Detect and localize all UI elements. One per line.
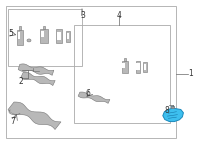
Bar — [124, 57, 126, 61]
Text: 2: 2 — [19, 77, 23, 86]
Bar — [171, 106, 174, 108]
Text: 6: 6 — [86, 89, 90, 98]
Text: 7: 7 — [11, 117, 15, 126]
Bar — [136, 61, 140, 73]
Bar — [56, 29, 62, 43]
Circle shape — [27, 39, 31, 42]
Bar — [41, 31, 44, 37]
Bar — [122, 61, 128, 73]
Bar — [67, 33, 69, 39]
Bar — [122, 62, 125, 68]
Text: 5: 5 — [9, 29, 13, 38]
Bar — [40, 29, 48, 43]
Bar — [66, 31, 70, 41]
Bar — [136, 63, 140, 70]
Bar — [57, 32, 61, 40]
Bar — [17, 30, 23, 45]
Text: 1: 1 — [189, 69, 193, 78]
Bar — [74, 25, 170, 123]
Text: 8: 8 — [165, 106, 169, 116]
Polygon shape — [8, 102, 61, 130]
Text: 3: 3 — [81, 11, 85, 20]
Bar — [144, 64, 146, 70]
Polygon shape — [21, 72, 55, 86]
Bar — [8, 9, 82, 66]
Polygon shape — [78, 92, 110, 103]
Bar — [19, 26, 21, 30]
Text: 4: 4 — [117, 11, 121, 20]
Bar — [6, 6, 176, 138]
Bar — [43, 26, 45, 29]
Bar — [143, 62, 147, 72]
Polygon shape — [163, 106, 183, 122]
Bar — [18, 32, 20, 39]
Polygon shape — [18, 64, 54, 75]
